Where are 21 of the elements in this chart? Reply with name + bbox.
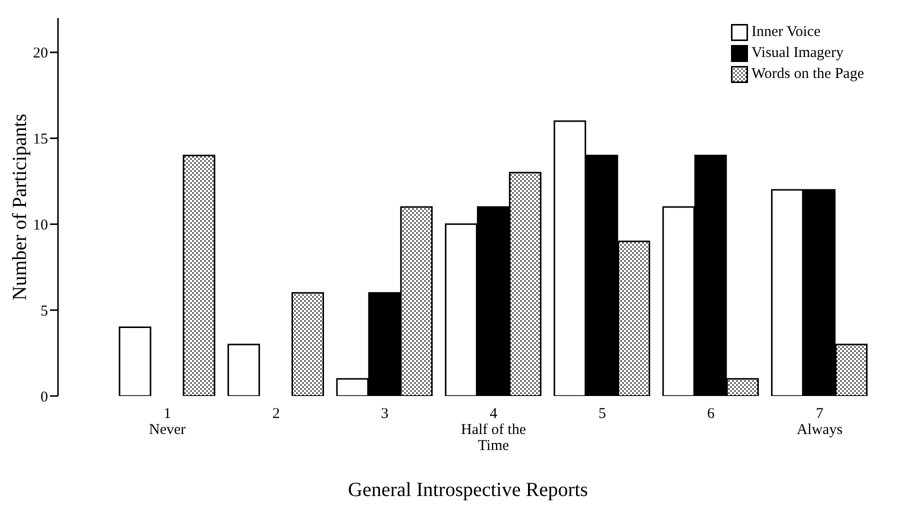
- bar: [227, 344, 260, 396]
- legend-label: Visual Imagery: [751, 44, 844, 63]
- x-tick-label: 2: [272, 406, 280, 422]
- y-tick-label: 5: [40, 303, 48, 320]
- x-tick-label: 4 Half of the Time: [461, 406, 526, 454]
- x-tick-label: 5: [598, 406, 606, 422]
- x-axis-title: General Introspective Reports: [348, 479, 588, 501]
- bar: [118, 326, 152, 396]
- y-tick-label: 0: [40, 389, 48, 406]
- x-tick-label: 6: [707, 406, 716, 422]
- y-tick-label: 10: [33, 218, 48, 234]
- x-tick-label: 1 Never: [149, 406, 186, 438]
- y-tick-label: 20: [33, 46, 48, 62]
- bar: [182, 154, 216, 396]
- legend-label: Words on the Page: [751, 65, 864, 84]
- bar: [291, 292, 324, 396]
- x-tick-label: 3: [381, 406, 389, 422]
- y-tick-label: 15: [33, 132, 48, 148]
- y-axis-title: Number of Participants: [9, 113, 31, 300]
- x-tick-label: 7 Always: [796, 406, 843, 438]
- legend-label: Inner Voice: [751, 23, 820, 42]
